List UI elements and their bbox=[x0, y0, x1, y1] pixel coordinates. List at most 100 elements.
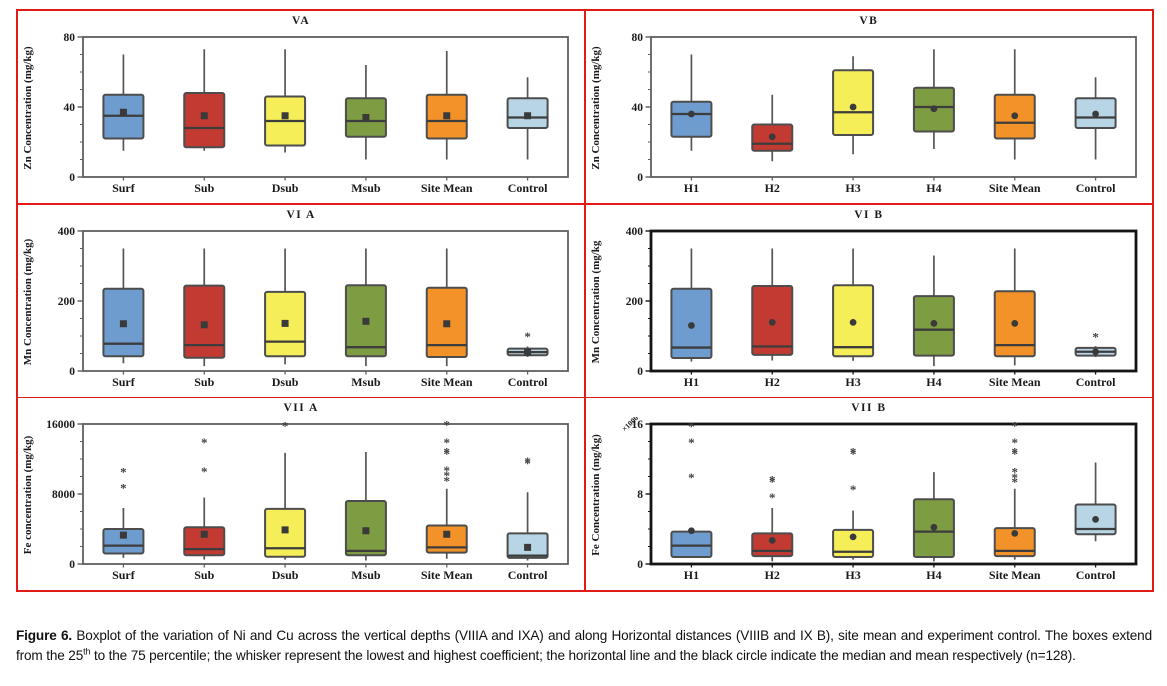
mean-marker bbox=[849, 318, 857, 326]
y-axis-label-viia: Fe concentration (mg/kg) bbox=[22, 435, 34, 555]
x-tick-label: H3 bbox=[845, 568, 860, 582]
x-tick-label: H2 bbox=[764, 568, 779, 582]
mean-marker bbox=[362, 317, 370, 325]
outlier-marker: * bbox=[524, 329, 531, 344]
boxplot-site-mean bbox=[993, 248, 1036, 365]
boxplot-control bbox=[1074, 462, 1117, 542]
outlier-marker: * bbox=[688, 435, 695, 450]
boxplot-canvas-va: 0 40 80 Surf Sub Dsub Msub Site Mean Control bbox=[64, 32, 569, 195]
figure-caption: Figure 6. Boxplot of the variation of Ni… bbox=[16, 626, 1152, 667]
boxplot-h2: *** bbox=[751, 473, 793, 562]
boxplot-canvas-vib: 0 200 400 H1 H2 H3 H4 Site Mean * Control bbox=[626, 226, 1138, 389]
boxplot-surf: ** bbox=[102, 465, 145, 558]
y-tick-label: 0 bbox=[69, 366, 75, 378]
boxplot-site-mean: ******* bbox=[993, 418, 1036, 560]
boxplot-sub bbox=[183, 49, 226, 151]
outlier-marker: * bbox=[1011, 465, 1018, 480]
y-tick-label: 80 bbox=[631, 32, 643, 44]
mean-marker bbox=[281, 526, 289, 534]
boxplot-grid: VA Zn Concentration (mg/kg) 0 40 80 Surf Sub… bbox=[16, 9, 1154, 592]
x-tick-label: Site Mean bbox=[989, 568, 1041, 582]
mean-marker bbox=[687, 321, 695, 329]
boxplot-h4 bbox=[912, 255, 955, 366]
outlier-marker: * bbox=[769, 490, 776, 505]
panel-title-vb: VB bbox=[859, 15, 879, 27]
y-tick-label: 8000 bbox=[52, 489, 75, 501]
outlier-marker: * bbox=[769, 473, 776, 488]
mean-marker bbox=[768, 133, 776, 141]
y-tick-label: 40 bbox=[631, 102, 643, 114]
mean-marker bbox=[930, 523, 938, 531]
mean-marker bbox=[281, 112, 289, 120]
x-tick-label: H1 bbox=[683, 568, 698, 582]
x-tick-label: Control bbox=[1075, 181, 1115, 195]
iqr-box bbox=[102, 528, 145, 555]
x-tick-label: H3 bbox=[845, 375, 860, 389]
iqr-box bbox=[751, 532, 793, 558]
x-tick-label: Control bbox=[1075, 568, 1115, 582]
boxplot-h1 bbox=[670, 248, 713, 362]
outlier-marker: * bbox=[1011, 470, 1018, 485]
panel-title-viib: VII B bbox=[851, 402, 887, 414]
mean-marker bbox=[768, 318, 776, 326]
mean-marker bbox=[443, 530, 451, 538]
x-tick-label: H2 bbox=[764, 375, 779, 389]
x-tick-label: Site Mean bbox=[421, 375, 473, 389]
outlier-marker: * bbox=[201, 464, 208, 479]
y-tick-label: 80 bbox=[64, 32, 76, 44]
boxplot-msub bbox=[344, 452, 387, 561]
boxplot-surf bbox=[102, 248, 145, 363]
mean-marker bbox=[930, 105, 938, 113]
x-tick-label: Site Mean bbox=[989, 181, 1041, 195]
boxplot-h4 bbox=[912, 472, 955, 562]
panel-viia: VII A Fe concentration (mg/kg) 0 8000 1600… bbox=[18, 398, 585, 590]
mean-marker bbox=[1011, 319, 1018, 327]
panel-vb: VB Zn Concentration (mg/kg) 0 40 80 H1 H2 H3 H… bbox=[585, 11, 1152, 203]
outlier-marker: * bbox=[444, 468, 451, 483]
boxplot-control: * bbox=[506, 329, 549, 357]
boxplot-sub: ** bbox=[183, 435, 226, 560]
panel-viib: VII B Fe Concentration (mg/kg) 0 8 16 ×1000… bbox=[585, 398, 1152, 590]
x-tick-label: Site Mean bbox=[421, 181, 473, 195]
y-tick-label: 16000 bbox=[46, 419, 75, 431]
mean-marker bbox=[362, 114, 370, 121]
boxplot-canvas-vb: 0 40 80 H1 H2 H3 H4 Site Mean Control bbox=[631, 32, 1137, 195]
mean-marker bbox=[119, 531, 127, 539]
boxplot-control: ** bbox=[506, 454, 549, 561]
caption-label: Figure 6. bbox=[16, 627, 73, 643]
iqr-box bbox=[831, 528, 874, 558]
y-axis-label-vb: Zn Concentration (mg/kg) bbox=[589, 46, 602, 170]
x-tick-label: H4 bbox=[926, 181, 941, 195]
x-tick-label: Sub bbox=[194, 568, 214, 582]
figure-6: VA Zn Concentration (mg/kg) 0 40 80 Surf Sub… bbox=[16, 9, 1154, 592]
mean-marker bbox=[687, 527, 695, 535]
mean-marker bbox=[687, 110, 695, 118]
plot-frame bbox=[82, 229, 569, 372]
x-tick-label: Surf bbox=[112, 181, 136, 195]
x-tick-label: Surf bbox=[112, 568, 136, 582]
mean-marker bbox=[443, 319, 451, 327]
boxplot-msub bbox=[344, 248, 387, 366]
y-axis-label-vib: Mn Concentration (mg/kg bbox=[589, 240, 602, 364]
panel-title-via: VI A bbox=[286, 208, 316, 221]
x-tick-label: Site Mean bbox=[989, 375, 1041, 389]
outlier-marker: * bbox=[444, 417, 451, 432]
outlier-marker: * bbox=[1092, 329, 1099, 344]
outlier-marker: * bbox=[850, 482, 857, 497]
x-tick-label: Control bbox=[508, 181, 548, 195]
x-tick-label: Msub bbox=[351, 375, 381, 389]
mean-marker bbox=[443, 112, 451, 120]
boxplot-control bbox=[1074, 77, 1117, 160]
caption-text-1: Boxplot of the variation of Ni and Cu ac… bbox=[16, 627, 1152, 663]
boxplot-msub bbox=[344, 65, 387, 160]
x-tick-label: Control bbox=[508, 568, 548, 582]
boxplot-site-mean bbox=[425, 51, 468, 160]
y-tick-label: 16 bbox=[631, 419, 643, 431]
outlier-marker: * bbox=[444, 473, 451, 488]
mean-marker bbox=[849, 533, 857, 541]
iqr-box bbox=[425, 524, 468, 554]
outlier-marker: * bbox=[1011, 418, 1018, 433]
iqr-box bbox=[670, 530, 713, 558]
panel-title-viia: VII A bbox=[283, 402, 319, 414]
